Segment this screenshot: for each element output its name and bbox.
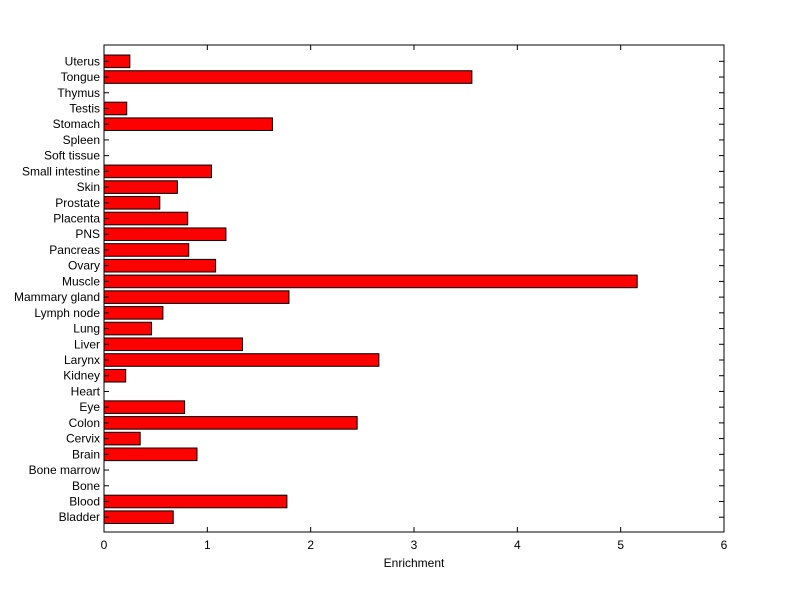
y-tick-label-bladder: Bladder: [59, 510, 100, 524]
bar-skin: [103, 180, 178, 194]
y-tick-label-tongue: Tongue: [61, 70, 101, 84]
bar-muscle: [103, 274, 638, 289]
y-tick-label-ovary: Ovary: [68, 259, 100, 273]
bar-cervix: [103, 431, 141, 446]
y-tick-label-kidney: Kidney: [63, 369, 100, 383]
x-tick-label-6: 6: [721, 538, 728, 552]
x-axis-label: Enrichment: [384, 556, 445, 570]
y-tick-label-lymph-node: Lymph node: [34, 306, 100, 320]
bar-lymph-node: [103, 306, 164, 320]
bar-lung: [103, 321, 153, 336]
y-tick-label-cervix: Cervix: [66, 432, 100, 446]
bar-stomach: [103, 117, 273, 132]
bar-ovary: [103, 258, 217, 273]
bar-liver: [103, 337, 243, 352]
y-tick-label-spleen: Spleen: [63, 133, 100, 147]
y-tick-label-uterus: Uterus: [65, 54, 100, 68]
x-tick-label-3: 3: [411, 538, 418, 552]
x-tick-label-1: 1: [204, 538, 211, 552]
y-tick-label-thymus: Thymus: [57, 86, 100, 100]
x-tick-label-0: 0: [101, 538, 108, 552]
bar-tongue: [103, 70, 473, 84]
y-tick-label-liver: Liver: [74, 337, 100, 351]
bar-prostate: [103, 196, 161, 210]
y-tick-label-lung: Lung: [73, 322, 100, 336]
y-tick-label-colon: Colon: [69, 416, 100, 430]
plot-frame: [103, 44, 725, 533]
y-tick-label-bone-marrow: Bone marrow: [29, 463, 101, 477]
y-tick-label-heart: Heart: [71, 384, 101, 398]
y-tick-label-brain: Brain: [72, 447, 100, 461]
bar-eye: [103, 400, 186, 414]
x-tick-label-4: 4: [514, 538, 521, 552]
y-tick-label-eye: Eye: [79, 400, 100, 414]
bar-small-intestine: [103, 164, 212, 179]
y-tick-label-placenta: Placenta: [53, 212, 100, 226]
y-tick-label-small-intestine: Small intestine: [22, 164, 100, 178]
bar-larynx: [103, 353, 380, 367]
y-tick-label-prostate: Prostate: [55, 196, 100, 210]
y-tick-label-testis: Testis: [69, 101, 100, 115]
bar-mammary-gland: [103, 290, 290, 304]
y-tick-label-mammary-gland: Mammary gland: [14, 290, 100, 304]
bar-pns: [103, 227, 227, 242]
bar-bladder: [103, 510, 174, 524]
x-tick-label-5: 5: [617, 538, 624, 552]
y-tick-label-skin: Skin: [77, 180, 100, 194]
y-tick-label-larynx: Larynx: [64, 353, 100, 367]
bar-colon: [103, 416, 358, 430]
bar-brain: [103, 447, 198, 462]
y-tick-label-muscle: Muscle: [62, 274, 100, 288]
bar-blood: [103, 494, 288, 509]
y-tick-label-bone: Bone: [72, 479, 100, 493]
y-tick-label-pancreas: Pancreas: [49, 243, 100, 257]
y-tick-label-blood: Blood: [69, 494, 100, 508]
x-tick-label-2: 2: [307, 538, 314, 552]
bar-pancreas: [103, 243, 190, 257]
y-tick-label-stomach: Stomach: [53, 117, 100, 131]
bar-placenta: [103, 211, 189, 226]
y-tick-label-soft-tissue: Soft tissue: [44, 149, 100, 163]
y-tick-label-pns: PNS: [75, 227, 100, 241]
